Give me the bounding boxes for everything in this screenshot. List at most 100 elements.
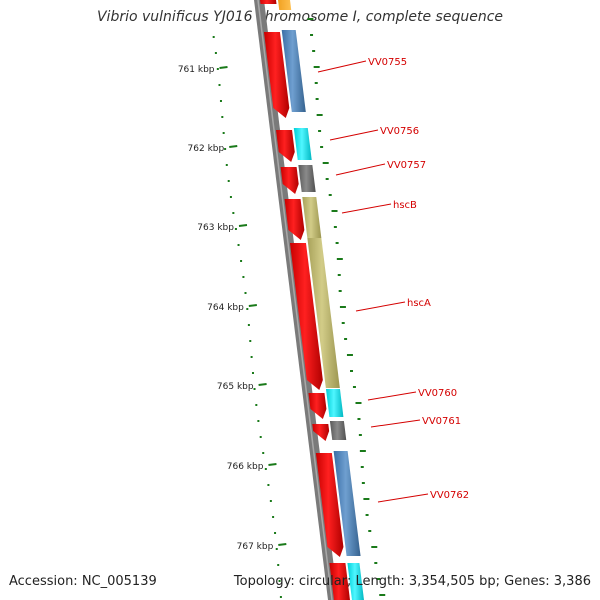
- gc-skew-dot: [333, 226, 337, 228]
- cog-block-hsca: [307, 238, 340, 388]
- gc-skew-dot: [318, 130, 322, 132]
- gc-skew-dot: [242, 276, 245, 278]
- gene-leader-line: [377, 493, 429, 503]
- gc-skew-dot: [251, 372, 254, 374]
- gc-skew-dot: [229, 196, 232, 198]
- gene-label-hsca[interactable]: hscA: [407, 298, 431, 309]
- gc-skew-dot: [374, 562, 378, 564]
- gc-skew-dot: [259, 436, 262, 438]
- tick-mark: [258, 383, 267, 386]
- tick-mark: [268, 463, 277, 466]
- gene-leader-line: [335, 163, 386, 176]
- gc-skew-dot: [371, 546, 378, 548]
- tick-label: 766 kbp: [227, 462, 264, 472]
- gc-skew-dot: [344, 338, 348, 340]
- backbone-highlight: [257, 0, 333, 600]
- cog-block-vv0757: [298, 165, 316, 192]
- gc-skew-dot: [255, 404, 258, 406]
- gene-leader-line: [367, 391, 417, 401]
- gc-skew-dot: [310, 34, 314, 36]
- gc-skew-dot: [328, 194, 332, 196]
- gc-skew-dot: [246, 308, 249, 310]
- gc-skew-dot: [250, 356, 253, 358]
- cds-arrow: [263, 32, 290, 118]
- gc-skew-dot: [249, 340, 252, 342]
- map-title: Vibrio vulnificus YJ016 chromosome I, co…: [96, 9, 504, 25]
- gc-skew-dot: [346, 354, 353, 356]
- tick-label: 767 kbp: [237, 542, 274, 552]
- gene-label-vv0757[interactable]: VV0757: [387, 160, 426, 171]
- gc-skew-dot: [262, 452, 265, 454]
- gc-skew-dot: [335, 242, 339, 244]
- cog-block-vv0760: [325, 389, 344, 417]
- gc-skew-dot: [225, 164, 228, 166]
- gc-skew-dot: [240, 260, 243, 262]
- gc-skew-dot: [253, 388, 256, 390]
- tick-label: 765 kbp: [217, 382, 254, 392]
- gc-skew-dot: [337, 274, 341, 276]
- gc-skew-dot: [278, 580, 281, 582]
- backbone-ring: [254, 0, 338, 600]
- cds-arrow: [280, 167, 299, 194]
- gc-skew-dot: [274, 532, 277, 534]
- gene-label-vv0756[interactable]: VV0756: [380, 126, 419, 137]
- gc-skew-dot: [341, 322, 345, 324]
- gc-skew-dot: [275, 548, 278, 550]
- gene-label-vv0761[interactable]: VV0761: [422, 416, 461, 427]
- tick-label: 762 kbp: [188, 144, 225, 154]
- tick-mark: [229, 145, 238, 148]
- gc-skew-dot: [361, 482, 365, 484]
- tick-mark: [278, 543, 287, 546]
- tick-label: 761 kbp: [178, 65, 215, 75]
- cog-block-vv0756: [293, 128, 312, 160]
- gc-skew-dot: [355, 402, 362, 404]
- gene-leader-line: [355, 301, 406, 312]
- gc-skew-dot: [336, 258, 343, 260]
- gene-leader-line: [341, 203, 392, 214]
- gc-skew-dot: [331, 210, 338, 212]
- tick-mark: [238, 224, 248, 227]
- gc-skew-dot: [307, 18, 314, 20]
- gc-skew-dot: [269, 500, 272, 502]
- gc-skew-dot: [313, 66, 320, 68]
- gc-skew-dot: [257, 420, 260, 422]
- gene-leader-line: [317, 60, 367, 73]
- cog-block-vv0755: [281, 30, 306, 112]
- gene-label-hscb[interactable]: hscB: [393, 200, 417, 211]
- gene-label-vv0755[interactable]: VV0755: [368, 57, 407, 68]
- accession-text: Accession: NC_005139: [9, 574, 157, 589]
- gc-skew-dot: [358, 434, 362, 436]
- gc-skew-dot: [264, 468, 267, 470]
- cds-arrow: [276, 130, 295, 162]
- gene-leader-line: [329, 129, 379, 141]
- topology-stats: Topology: circular; Length: 3,354,505 bp…: [233, 574, 591, 589]
- gc-skew-dot: [359, 450, 366, 452]
- gc-skew-dot: [363, 498, 370, 500]
- gc-skew-dot: [214, 52, 217, 54]
- gc-skew-dot: [222, 132, 225, 134]
- tick-mark: [219, 66, 228, 69]
- gc-skew-dot: [377, 578, 381, 580]
- gc-skew-dot: [325, 178, 329, 180]
- gc-skew-dot: [244, 292, 247, 294]
- gc-skew-dot: [227, 180, 230, 182]
- gc-skew-dot: [365, 514, 369, 516]
- gc-skew-dot: [221, 116, 224, 118]
- cds-arrow: [315, 453, 344, 557]
- gc-skew-dot: [267, 484, 270, 486]
- gene-label-vv0762[interactable]: VV0762: [430, 490, 469, 501]
- gene-label-vv0760[interactable]: VV0760: [418, 388, 457, 399]
- gc-skew-dot: [216, 68, 219, 70]
- gc-skew-dot: [315, 98, 319, 100]
- tick-mark: [248, 304, 257, 307]
- cds-arrow: [329, 563, 350, 600]
- gc-skew-dot: [218, 84, 221, 86]
- cds-arrow: [260, 0, 277, 4]
- gc-skew-dot: [316, 114, 323, 116]
- cog-block-vv0761: [329, 421, 347, 440]
- gc-skew-dot: [339, 306, 346, 308]
- gc-skew-dot: [247, 324, 250, 326]
- tick-label: 764 kbp: [207, 303, 244, 313]
- gc-skew-dot: [232, 212, 235, 214]
- gc-skew-dot: [352, 386, 356, 388]
